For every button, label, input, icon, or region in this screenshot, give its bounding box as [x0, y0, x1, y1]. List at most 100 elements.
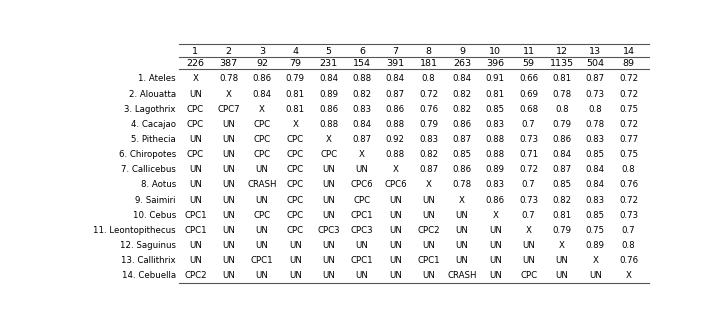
Text: UN: UN — [222, 241, 235, 250]
Text: X: X — [459, 196, 465, 204]
Text: 13: 13 — [589, 47, 601, 56]
Text: UN: UN — [555, 271, 568, 280]
Text: 6: 6 — [359, 47, 365, 56]
Text: 0.77: 0.77 — [619, 135, 638, 144]
Text: 0.83: 0.83 — [486, 120, 505, 129]
Text: UN: UN — [389, 271, 401, 280]
Text: 0.73: 0.73 — [519, 135, 538, 144]
Text: 0.8: 0.8 — [588, 105, 602, 114]
Text: UN: UN — [256, 226, 269, 235]
Text: 5: 5 — [326, 47, 331, 56]
Text: 10: 10 — [490, 47, 501, 56]
Text: 0.78: 0.78 — [453, 180, 471, 190]
Text: UN: UN — [222, 165, 235, 174]
Text: 0.86: 0.86 — [552, 135, 572, 144]
Text: 0.79: 0.79 — [286, 75, 305, 83]
Text: UN: UN — [489, 241, 502, 250]
Text: UN: UN — [322, 256, 335, 265]
Text: CPC: CPC — [253, 135, 271, 144]
Text: UN: UN — [222, 135, 235, 144]
Text: X: X — [326, 135, 331, 144]
Text: 0.79: 0.79 — [419, 120, 438, 129]
Text: 6. Chiropotes: 6. Chiropotes — [118, 150, 176, 159]
Text: CPC3: CPC3 — [318, 226, 340, 235]
Text: 5. Pithecia: 5. Pithecia — [131, 135, 176, 144]
Text: UN: UN — [355, 271, 368, 280]
Text: UN: UN — [322, 211, 335, 220]
Text: 0.79: 0.79 — [552, 226, 572, 235]
Text: 0.89: 0.89 — [319, 89, 338, 98]
Text: UN: UN — [222, 150, 235, 159]
Text: 0.85: 0.85 — [486, 105, 505, 114]
Text: 0.84: 0.84 — [386, 75, 405, 83]
Text: 0.83: 0.83 — [352, 105, 372, 114]
Text: 0.83: 0.83 — [419, 135, 438, 144]
Text: 0.84: 0.84 — [253, 89, 271, 98]
Text: UN: UN — [222, 211, 235, 220]
Text: UN: UN — [489, 271, 502, 280]
Text: UN: UN — [489, 256, 502, 265]
Text: CPC: CPC — [187, 120, 204, 129]
Text: 0.78: 0.78 — [552, 89, 572, 98]
Text: CPC1: CPC1 — [184, 226, 206, 235]
Text: X: X — [492, 211, 498, 220]
Text: CPC: CPC — [253, 211, 271, 220]
Text: 8: 8 — [426, 47, 432, 56]
Text: CPC: CPC — [287, 196, 304, 204]
Text: CPC: CPC — [287, 165, 304, 174]
Text: 92: 92 — [256, 59, 268, 68]
Text: 387: 387 — [219, 59, 238, 68]
Text: 79: 79 — [290, 59, 301, 68]
Text: 13. Callithrix: 13. Callithrix — [121, 256, 176, 265]
Text: 0.84: 0.84 — [586, 165, 605, 174]
Text: 0.72: 0.72 — [519, 165, 538, 174]
Text: X: X — [259, 105, 265, 114]
Text: CRASH: CRASH — [447, 271, 477, 280]
Text: 0.78: 0.78 — [219, 75, 238, 83]
Text: X: X — [626, 271, 632, 280]
Text: 8. Aotus: 8. Aotus — [141, 180, 176, 190]
Text: CRASH: CRASH — [247, 180, 277, 190]
Text: X: X — [226, 89, 232, 98]
Text: 0.82: 0.82 — [352, 89, 372, 98]
Text: 59: 59 — [523, 59, 535, 68]
Text: X: X — [559, 241, 565, 250]
Text: 231: 231 — [320, 59, 338, 68]
Text: 0.92: 0.92 — [386, 135, 405, 144]
Text: 3: 3 — [259, 47, 265, 56]
Text: UN: UN — [589, 271, 601, 280]
Text: 4: 4 — [292, 47, 298, 56]
Text: 0.72: 0.72 — [619, 89, 638, 98]
Text: UN: UN — [189, 256, 201, 265]
Text: 0.88: 0.88 — [386, 120, 405, 129]
Text: 0.8: 0.8 — [622, 165, 635, 174]
Text: 0.86: 0.86 — [386, 105, 405, 114]
Text: 0.72: 0.72 — [619, 196, 638, 204]
Text: 0.8: 0.8 — [622, 241, 635, 250]
Text: UN: UN — [189, 180, 201, 190]
Text: UN: UN — [422, 241, 435, 250]
Text: 0.85: 0.85 — [453, 150, 471, 159]
Text: X: X — [426, 180, 432, 190]
Text: UN: UN — [189, 165, 201, 174]
Text: 0.89: 0.89 — [486, 165, 505, 174]
Text: 4. Cacajao: 4. Cacajao — [131, 120, 176, 129]
Text: CPC3: CPC3 — [351, 226, 373, 235]
Text: 0.81: 0.81 — [552, 211, 572, 220]
Text: 0.84: 0.84 — [552, 150, 572, 159]
Text: UN: UN — [456, 226, 469, 235]
Text: 0.76: 0.76 — [619, 256, 638, 265]
Text: 0.88: 0.88 — [352, 75, 372, 83]
Text: UN: UN — [456, 241, 469, 250]
Text: UN: UN — [256, 241, 269, 250]
Text: 0.86: 0.86 — [253, 75, 271, 83]
Text: 154: 154 — [353, 59, 371, 68]
Text: UN: UN — [422, 196, 435, 204]
Text: 0.72: 0.72 — [619, 120, 638, 129]
Text: UN: UN — [389, 211, 401, 220]
Text: 0.73: 0.73 — [586, 89, 605, 98]
Text: UN: UN — [256, 271, 269, 280]
Text: CPC: CPC — [253, 150, 271, 159]
Text: CPC: CPC — [253, 120, 271, 129]
Text: 0.69: 0.69 — [519, 89, 538, 98]
